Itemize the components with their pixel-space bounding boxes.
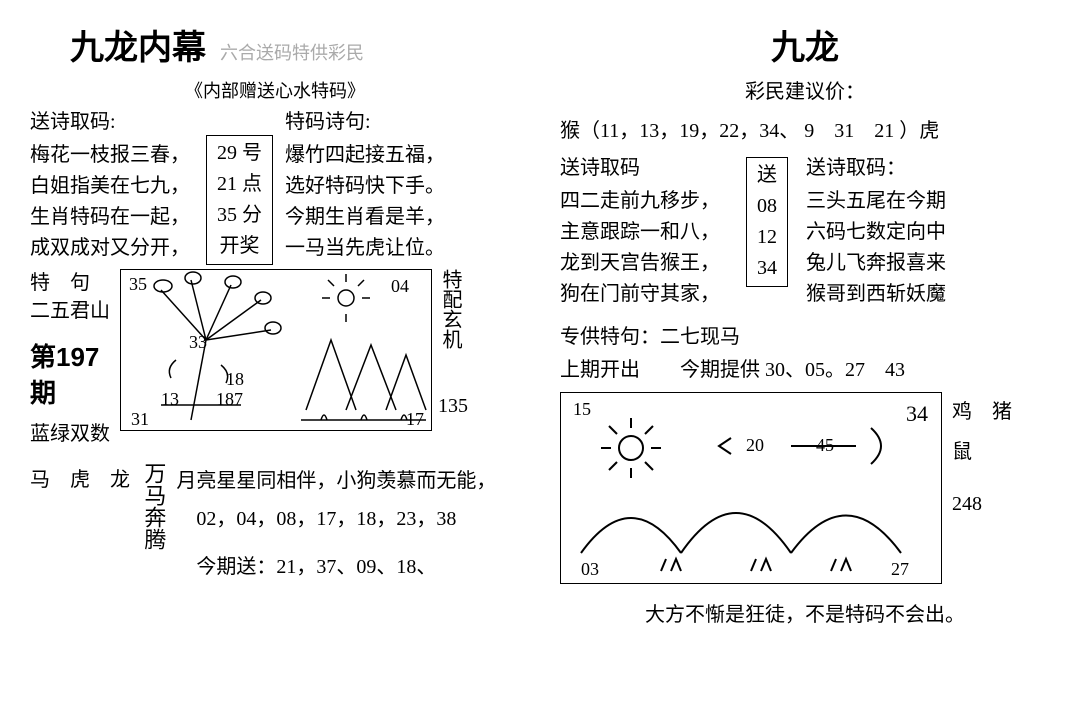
poem1-title: 送诗取码: xyxy=(30,107,200,138)
svg-text:27: 27 xyxy=(891,559,909,579)
poemL-line: 主意跟踪一和八， xyxy=(560,217,740,248)
special-line: 专供特句：二七现马 xyxy=(560,320,1050,349)
poems-row: 送诗取码: 梅花一枝报三春， 白姐指美在七九， 生肖特码在一起， 成双成对又分开… xyxy=(30,107,520,265)
poemR-title: 送诗取码： xyxy=(806,153,946,184)
sketch-label: 13 xyxy=(161,389,179,409)
poemL-line: 龙到天宫告猴王， xyxy=(560,248,740,279)
sketch-row: 特 句 二五君山 第197期 蓝绿双数 xyxy=(30,269,520,448)
svg-text:34: 34 xyxy=(906,401,928,426)
right-sketch: 15 34 20 45 03 27 xyxy=(560,392,942,584)
svg-text:15: 15 xyxy=(573,399,591,419)
side-num: 248 xyxy=(952,484,1050,524)
couplet: 月亮星星同相伴，小狗羡慕而无能， xyxy=(176,462,496,500)
sketch-label: 17 xyxy=(406,409,424,429)
svg-text:20: 20 xyxy=(746,435,764,455)
side-zodiac: 鸡 猪 鼠 xyxy=(952,392,1050,472)
right-poems-row: 送诗取码 四二走前九移步， 主意跟踪一和八， 龙到天宫告猴王， 狗在门前守其家，… xyxy=(560,153,1050,310)
poemL-line: 狗在门前守其家， xyxy=(560,279,740,310)
poem1-line: 梅花一枝报三春， xyxy=(30,140,200,171)
prev-line: 上期开出 今期提供 30、05。27 43 xyxy=(560,353,1050,382)
side-top: 特 句 xyxy=(30,269,120,297)
poem2-line: 爆竹四起接五福， xyxy=(285,140,445,171)
side-bottom: 蓝绿双数 xyxy=(30,420,120,448)
box-line: 送 xyxy=(757,160,777,191)
poemL-line: 四二走前九移步， xyxy=(560,186,740,217)
right-column: 九龙 彩民建议价： 猴（11，13，19，22，34、 9 31 21 ）虎 送… xyxy=(560,20,1050,692)
sketch-label: 35 xyxy=(129,274,147,294)
center-box: 29 号 21 点 35 分 开奖 xyxy=(206,135,273,265)
sketch-label: 18 xyxy=(226,369,244,389)
poem2-line: 一马当先虎让位。 xyxy=(285,233,445,264)
right-sub: 彩民建议价： xyxy=(560,75,1050,104)
sketch-label: 33 xyxy=(189,332,207,352)
bottom-line: 大方不惭是狂徒，不是特码不会出。 xyxy=(560,598,1050,627)
right-title: 九龙 xyxy=(560,20,1050,69)
issue-number: 第197期 xyxy=(30,339,120,412)
left-column: 九龙内幕 六合送码特供彩民 《内部赠送心水特码》 送诗取码: 梅花一枝报三春， … xyxy=(30,20,520,692)
poem2-line: 今期生肖看是羊， xyxy=(285,202,445,233)
poemR-line: 猴哥到西斩妖魔 xyxy=(806,279,946,310)
box-line: 08 xyxy=(757,191,777,222)
right-sketch-row: 15 34 20 45 03 27 鸡 猪 鼠 248 xyxy=(560,392,1050,584)
right-vert: 特配玄机 xyxy=(438,269,462,379)
poem2-title: 特码诗句: xyxy=(285,107,445,138)
poemL-title: 送诗取码 xyxy=(560,153,740,184)
zodiac-vert: 马 虎 龙 xyxy=(30,462,130,498)
poem2-line: 选好特码快下手。 xyxy=(285,171,445,202)
sketch-label: 187 xyxy=(216,389,243,409)
poem1-line: 成双成对又分开， xyxy=(30,233,200,264)
svg-text:45: 45 xyxy=(816,435,834,455)
left-inner-sub: 《内部赠送心水特码》 xyxy=(30,77,520,103)
box-line: 35 分 xyxy=(217,200,262,231)
poemR-line: 六码七数定向中 xyxy=(806,217,946,248)
left-title: 九龙内幕 xyxy=(70,20,206,69)
send-line: 今期送：21，37、09、18、 xyxy=(196,548,496,586)
box-line: 34 xyxy=(757,253,777,284)
box-line: 开奖 xyxy=(217,231,262,262)
side-phrase: 二五君山 xyxy=(30,297,120,325)
left-title-sub: 六合送码特供彩民 xyxy=(220,39,364,65)
sketch-label: 31 xyxy=(131,409,149,429)
box-line: 12 xyxy=(757,222,777,253)
num-list: 02，04，08，17，18，23，38 xyxy=(196,500,496,538)
left-sketch: 35 33 13 187 31 04 17 18 xyxy=(120,269,432,431)
svg-text:03: 03 xyxy=(581,559,599,579)
box-line: 21 点 xyxy=(217,169,262,200)
poemR-line: 三头五尾在今期 xyxy=(806,186,946,217)
animals-line: 猴（11，13，19，22，34、 9 31 21 ）虎 xyxy=(560,114,1050,143)
bottom-block: 马 虎 龙 万马奔腾 月亮星星同相伴，小狗羡慕而无能， 02，04，08，17，… xyxy=(30,462,520,586)
sketch-label: 04 xyxy=(391,276,409,296)
poemR-line: 兔儿飞奔报喜来 xyxy=(806,248,946,279)
right-box: 送 08 12 34 xyxy=(746,157,788,287)
poem1-line: 白姐指美在七九， xyxy=(30,171,200,202)
zodiac-slogan: 万马奔腾 xyxy=(140,462,166,550)
right-num: 135 xyxy=(438,393,468,419)
poem1-line: 生肖特码在一起， xyxy=(30,202,200,233)
box-line: 29 号 xyxy=(217,138,262,169)
